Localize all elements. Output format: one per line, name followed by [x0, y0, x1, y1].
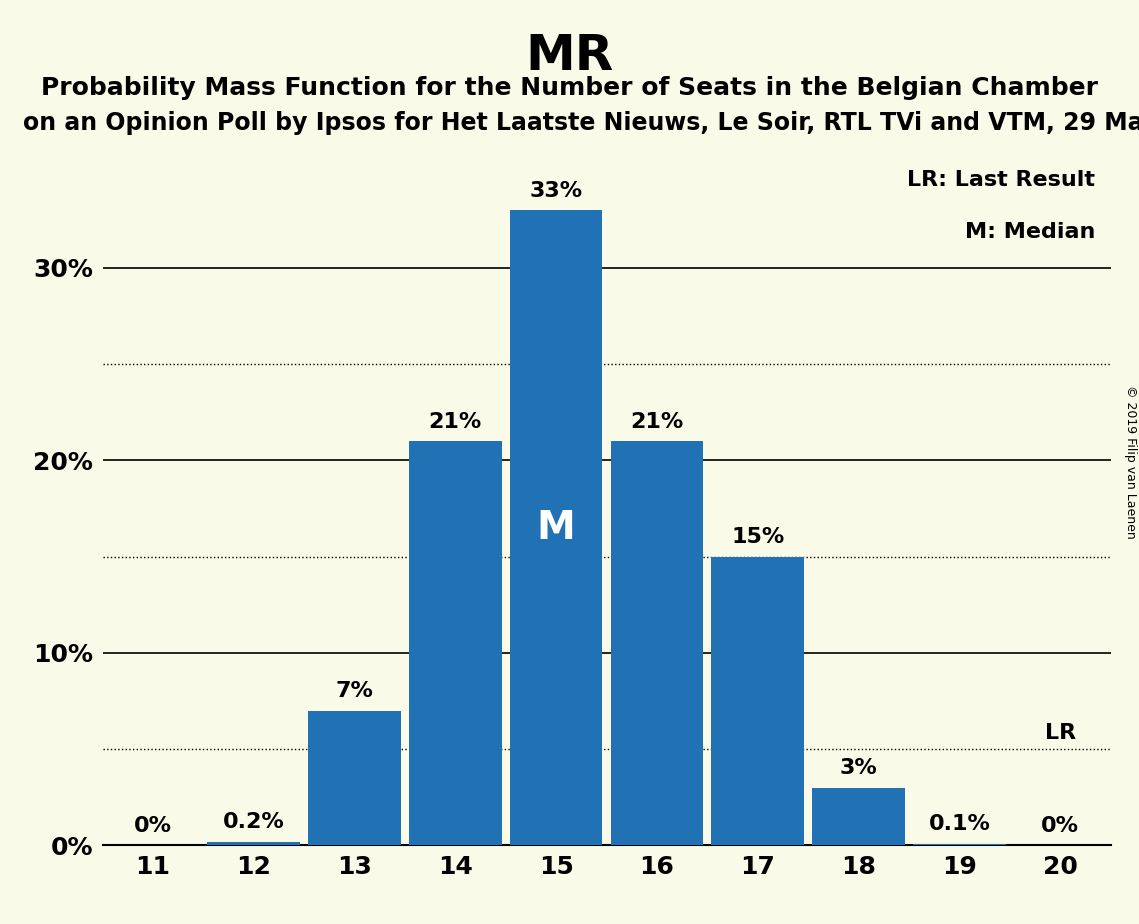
- Text: 0.2%: 0.2%: [223, 812, 285, 832]
- Bar: [409, 442, 501, 845]
- Bar: [510, 211, 603, 845]
- Text: 21%: 21%: [428, 411, 482, 432]
- Text: 7%: 7%: [336, 681, 374, 701]
- Bar: [207, 842, 300, 845]
- Text: 3%: 3%: [839, 758, 877, 778]
- Bar: [812, 787, 904, 845]
- Text: 0%: 0%: [1041, 816, 1079, 836]
- Text: M: Median: M: Median: [965, 222, 1096, 242]
- Text: 21%: 21%: [630, 411, 683, 432]
- Text: 0%: 0%: [134, 816, 172, 836]
- Text: 15%: 15%: [731, 527, 785, 547]
- Text: M: M: [536, 509, 575, 547]
- Bar: [611, 442, 703, 845]
- Text: 0.1%: 0.1%: [928, 814, 990, 834]
- Text: MR: MR: [525, 32, 614, 80]
- Text: LR: Last Result: LR: Last Result: [908, 170, 1096, 189]
- Bar: [913, 844, 1006, 845]
- Bar: [309, 711, 401, 845]
- Text: Probability Mass Function for the Number of Seats in the Belgian Chamber: Probability Mass Function for the Number…: [41, 76, 1098, 100]
- Bar: [712, 556, 804, 845]
- Text: 33%: 33%: [530, 180, 583, 201]
- Text: on an Opinion Poll by Ipsos for Het Laatste Nieuws, Le Soir, RTL TVi and VTM, 29: on an Opinion Poll by Ipsos for Het Laat…: [23, 111, 1139, 135]
- Text: LR: LR: [1044, 723, 1075, 744]
- Text: © 2019 Filip van Laenen: © 2019 Filip van Laenen: [1124, 385, 1137, 539]
